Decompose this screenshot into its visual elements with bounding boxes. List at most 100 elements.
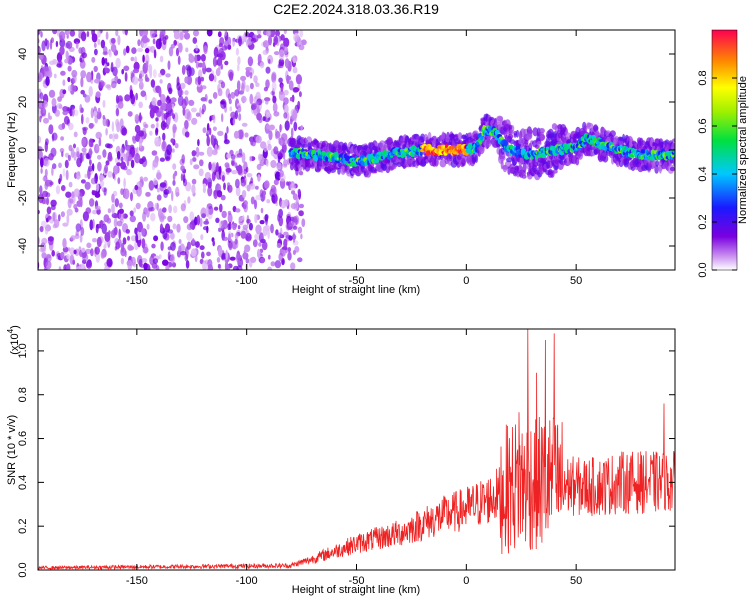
- noise-speckle: [162, 132, 166, 141]
- noise-speckle: [53, 73, 57, 79]
- noise-speckle: [62, 168, 66, 178]
- noise-speckle: [111, 121, 115, 132]
- noise-speckle: [204, 171, 211, 180]
- noise-speckle: [149, 108, 155, 119]
- snr-xtick-label: 50: [570, 575, 582, 587]
- noise-speckle: [165, 102, 172, 111]
- noise-speckle: [43, 157, 50, 167]
- noise-speckle: [180, 82, 186, 90]
- noise-speckle: [206, 251, 211, 257]
- snr-xtick-label: 0: [463, 575, 469, 587]
- noise-speckle: [240, 95, 247, 103]
- noise-speckle: [89, 159, 92, 166]
- noise-speckle: [107, 208, 112, 214]
- noise-speckle: [201, 85, 207, 90]
- noise-speckle: [71, 106, 75, 117]
- noise-speckle: [81, 52, 87, 59]
- noise-speckle: [135, 233, 139, 243]
- noise-speckle: [66, 30, 70, 35]
- noise-speckle: [195, 44, 198, 52]
- noise-speckle: [184, 119, 189, 130]
- noise-speckle: [279, 123, 282, 133]
- noise-speckle: [277, 232, 282, 239]
- noise-speckle: [138, 130, 145, 137]
- noise-speckle: [59, 46, 65, 56]
- noise-speckle: [98, 174, 105, 181]
- noise-speckle: [135, 202, 141, 210]
- noise-speckle: [273, 111, 280, 117]
- noise-speckle: [236, 105, 242, 113]
- noise-speckle: [158, 86, 162, 98]
- noise-speckle: [160, 68, 166, 76]
- signal-speck: [480, 135, 484, 141]
- noise-speckle: [107, 84, 112, 91]
- noise-speckle: [234, 89, 240, 97]
- noise-speckle: [186, 75, 193, 86]
- noise-speckle: [271, 81, 277, 92]
- noise-speckle: [41, 252, 47, 259]
- noise-speckle: [60, 136, 64, 141]
- noise-speckle: [232, 265, 239, 270]
- noise-speckle: [89, 219, 94, 231]
- noise-speckle: [225, 167, 232, 173]
- noise-speckle: [115, 107, 120, 117]
- noise-speckle: [178, 239, 182, 244]
- noise-speckle: [55, 185, 61, 195]
- noise-speckle: [278, 61, 284, 69]
- signal-halo-speck: [669, 166, 675, 172]
- noise-speckle: [235, 253, 241, 263]
- noise-speckle: [137, 47, 143, 53]
- noise-speckle: [149, 69, 152, 79]
- noise-speckle: [152, 69, 157, 78]
- noise-speckle: [88, 86, 93, 97]
- noise-speckle: [167, 186, 172, 194]
- noise-speckle: [94, 246, 101, 255]
- noise-speckle: [268, 254, 271, 260]
- noise-speckle: [127, 235, 130, 241]
- noise-speckle: [241, 152, 246, 164]
- noise-speckle: [202, 61, 206, 69]
- noise-speckle: [300, 233, 303, 240]
- noise-speckle: [301, 218, 306, 227]
- noise-speckle: [237, 63, 240, 72]
- signal-halo-speck: [457, 132, 463, 141]
- noise-speckle: [195, 61, 200, 69]
- noise-speckle: [186, 223, 193, 231]
- noise-speckle: [205, 206, 210, 217]
- noise-speckle: [176, 41, 180, 46]
- signal-speck: [598, 138, 605, 143]
- signal-halo-speck: [586, 122, 594, 130]
- noise-speckle: [117, 101, 124, 109]
- noise-speckle: [120, 247, 127, 257]
- spectrogram-panel: -150 -100 -50 0 50 -40 -20 0 20 40 Height of stra…: [6, 29, 676, 296]
- noise-speckle: [217, 53, 224, 58]
- noise-speckle: [170, 241, 176, 251]
- signal-halo-speck: [300, 136, 306, 145]
- noise-speckle: [284, 58, 290, 69]
- noise-speckle: [288, 80, 294, 91]
- noise-speckle: [202, 127, 207, 134]
- noise-speckle: [65, 169, 69, 181]
- noise-speckle: [133, 61, 140, 71]
- noise-speckle: [217, 31, 222, 38]
- noise-speckle: [62, 238, 67, 249]
- noise-speckle: [159, 79, 163, 84]
- signal-halo-speck: [485, 137, 492, 148]
- noise-speckle: [59, 38, 66, 48]
- noise-speckle: [160, 120, 167, 131]
- signal-halo-speck: [519, 157, 524, 164]
- noise-speckle: [58, 104, 63, 109]
- signal-halo-speck: [289, 137, 297, 144]
- noise-speckle: [264, 214, 269, 222]
- noise-speckle: [265, 66, 271, 74]
- noise-speckle: [53, 219, 60, 228]
- noise-speckle: [196, 214, 201, 226]
- noise-speckle: [265, 30, 272, 37]
- noise-speckle: [246, 184, 251, 192]
- noise-speckle: [110, 44, 117, 53]
- noise-speckle: [233, 114, 238, 120]
- noise-speckle: [104, 63, 108, 73]
- noise-speckle: [85, 248, 92, 255]
